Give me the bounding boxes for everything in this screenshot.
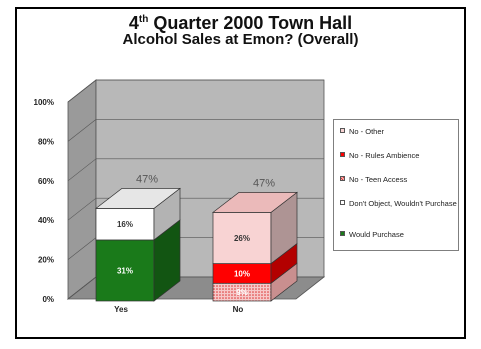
x-tick-label: Yes (114, 305, 128, 314)
y-tick-label: 100% (34, 98, 54, 107)
x-tick-label: No (233, 305, 244, 314)
x-axis-ticks: Yes No (114, 305, 243, 314)
gridline-side (67, 197, 97, 221)
gridline-side (67, 119, 97, 142)
gridline-side (67, 158, 97, 182)
legend-swatch (340, 176, 345, 181)
legend: No - Other No - Rules Ambience No - Teen A… (333, 119, 459, 251)
y-tick-label: 60% (38, 177, 54, 186)
data-label: 9% (236, 288, 248, 297)
legend-label: No - Rules Ambience (349, 151, 420, 160)
legend-swatch (340, 231, 345, 236)
total-label: 47% (136, 173, 158, 185)
legend-label: Would Purchase (349, 230, 404, 239)
gridline-side (67, 276, 97, 300)
chart-subtitle: Alcohol Sales at Emon? (Overall) (122, 31, 359, 48)
data-label: 26% (234, 234, 250, 243)
bar-top (211, 192, 299, 213)
bar-segment-front (95, 239, 155, 302)
gridline-side (67, 237, 97, 260)
y-tick-label: 80% (38, 137, 54, 146)
data-label: 10% (234, 269, 250, 278)
data-label: 31% (117, 266, 133, 275)
legend-label: Don't Object, Wouldn't Purchase (349, 199, 457, 208)
legend-swatch (340, 128, 345, 133)
legend-label: No - Other (349, 127, 385, 136)
chart-title: 4th Quarter 2000 Town Hall (128, 13, 353, 33)
y-tick-label: 20% (38, 256, 54, 265)
y-tick-label: 0% (42, 295, 54, 304)
y-tick-label: 40% (38, 216, 54, 225)
bar-segment-front (212, 212, 272, 264)
legend-swatch (340, 152, 345, 157)
data-label: 16% (117, 220, 133, 229)
y-axis-ticks: 0% 20% 40% 60% 80% 100% (34, 98, 54, 304)
bars: 31% 16% 47% 9% 10% 26% 47% (94, 173, 299, 302)
legend-label: No - Teen Access (349, 175, 408, 184)
bar-top (94, 188, 182, 209)
bar-segment-front (95, 208, 155, 241)
legend-swatch (340, 200, 345, 205)
gridline-side (67, 79, 97, 103)
total-label: 47% (253, 177, 275, 189)
side-wall (67, 79, 97, 300)
